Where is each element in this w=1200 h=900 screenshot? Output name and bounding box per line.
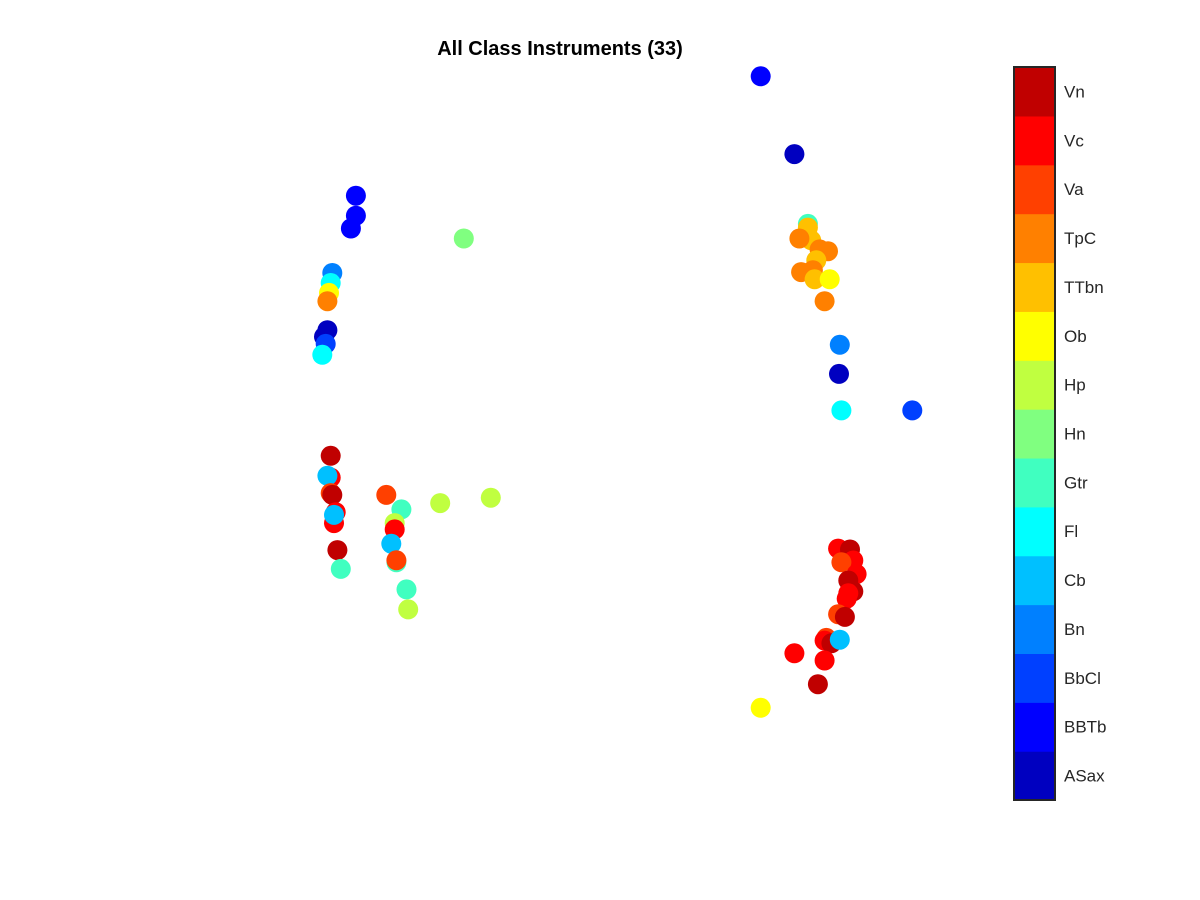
- colorbar-label-cb: Cb: [1064, 571, 1086, 590]
- data-point-tpc-5: [789, 228, 810, 249]
- data-point-ob-12: [819, 269, 840, 290]
- data-point-vc-33: [784, 643, 805, 664]
- data-point-vc-34: [814, 650, 835, 671]
- colorbar-segment-bn: [1014, 604, 1055, 654]
- data-point-gtr-58: [330, 558, 351, 579]
- data-point-hp-68: [430, 493, 451, 514]
- colorbar-label-bn: Bn: [1064, 620, 1085, 639]
- chart-title: All Class Instruments (33): [437, 38, 683, 60]
- colorbar-segment-fl: [1014, 506, 1055, 557]
- data-point-bbtb-37: [345, 185, 366, 206]
- data-point-cb-51: [317, 465, 338, 486]
- data-point-vn-28: [834, 606, 855, 627]
- data-point-cb-63: [381, 533, 402, 554]
- data-point-vc-26: [836, 588, 857, 609]
- data-point-fl-16: [831, 400, 852, 421]
- data-point-hp-67: [398, 599, 419, 620]
- colorbar-label-ob: Ob: [1064, 327, 1087, 346]
- data-point-asax-15: [829, 363, 849, 384]
- colorbar-segment-va: [1014, 164, 1055, 215]
- colorbar-segment-ttbn: [1014, 262, 1055, 312]
- colorbar-frame: [1013, 66, 1056, 801]
- colorbar-segment-ob: [1014, 311, 1055, 361]
- colorbar-label-fl: Fl: [1064, 522, 1078, 541]
- colorbar-segment-hn: [1014, 409, 1055, 459]
- data-point-va-21: [831, 552, 852, 573]
- data-point-bbtb-39: [340, 218, 361, 239]
- data-point-vn-49: [320, 445, 341, 466]
- colorbar-label-hp: Hp: [1064, 376, 1086, 395]
- data-point-va-59: [376, 484, 397, 505]
- data-point-bbtb-0: [750, 66, 771, 87]
- data-point-ttbn-11: [804, 269, 825, 290]
- colorbar-label-bbcl: BbCl: [1064, 669, 1101, 688]
- colorbar-label-asax: ASax: [1064, 767, 1105, 786]
- data-point-tpc-44: [317, 291, 338, 312]
- colorbar-label-va: Va: [1064, 180, 1084, 199]
- data-point-hp-69: [480, 487, 501, 508]
- colorbar-segment-asax: [1014, 751, 1055, 801]
- colorbar-label-vc: Vc: [1064, 131, 1084, 150]
- colorbar-label-tpc: TpC: [1064, 229, 1096, 248]
- scatter-points: [312, 66, 923, 718]
- data-point-bn-14: [829, 334, 850, 355]
- colorbar-segment-bbtb: [1014, 702, 1055, 752]
- data-point-asax-1: [784, 144, 805, 165]
- colorbar-label-gtr: Gtr: [1064, 473, 1088, 492]
- data-point-vn-35: [807, 674, 828, 695]
- data-point-cb-32: [829, 629, 850, 650]
- colorbar-segment-bbcl: [1014, 653, 1055, 703]
- colorbar-label-bbtb: BBTb: [1064, 718, 1107, 737]
- data-point-va-65: [386, 550, 407, 571]
- data-point-vn-53: [322, 484, 343, 505]
- data-point-fl-48: [312, 344, 333, 365]
- data-point-tpc-13: [814, 291, 835, 312]
- data-point-ob-36: [750, 697, 771, 718]
- colorbar-segment-hp: [1014, 360, 1055, 410]
- data-point-hn-40: [453, 228, 474, 249]
- colorbar-segment-vn: [1014, 67, 1055, 117]
- colorbar-segment-tpc: [1014, 213, 1055, 264]
- colorbar-segment-cb: [1014, 555, 1055, 606]
- colorbar-segment-vc: [1014, 115, 1055, 166]
- colorbar: ASax BBTb BbCl Bn Cb Fl Gtr Hn Hp Ob TTbn TpC Va Vc Vn: [1013, 66, 1107, 801]
- data-point-bbcl-17: [902, 400, 923, 421]
- colorbar-label-hn: Hn: [1064, 425, 1086, 444]
- colorbar-label-ttbn: TTbn: [1064, 278, 1104, 297]
- data-point-vn-57: [327, 540, 348, 561]
- colorbar-label-vn: Vn: [1064, 82, 1085, 101]
- data-point-cb-56: [324, 504, 344, 525]
- colorbar-segment-gtr: [1014, 457, 1055, 508]
- data-point-gtr-66: [396, 579, 417, 600]
